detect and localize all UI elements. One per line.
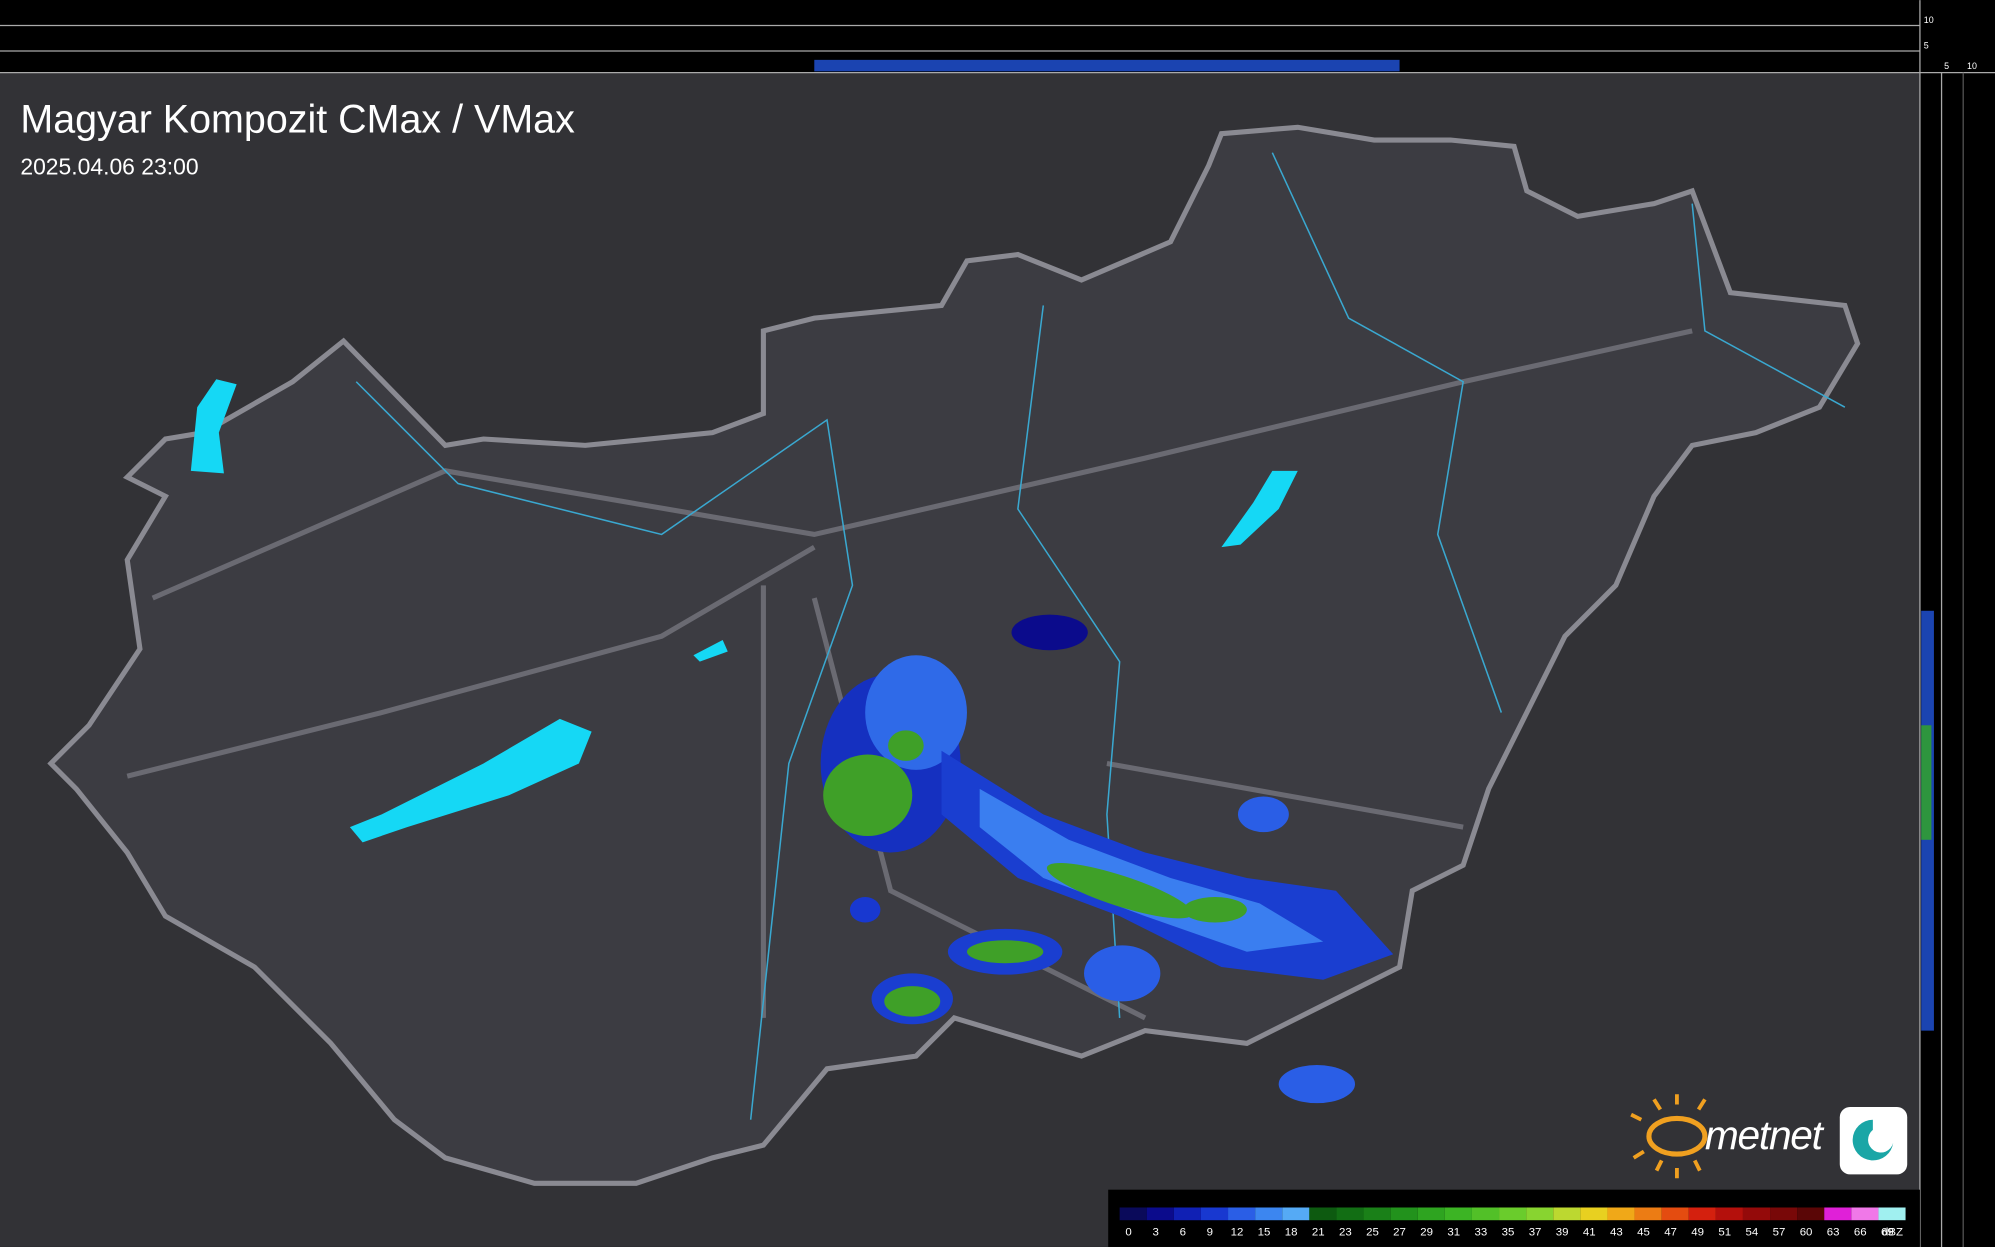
legend-swatch <box>1661 1207 1689 1221</box>
legend: 0 3 6 9 12 15 18 21 23 25 27 29 31 33 35 37 39 41 43 45 47 49… <box>1119 1207 1906 1238</box>
legend-swatch <box>1200 1207 1229 1221</box>
legend-swatch <box>1309 1207 1337 1221</box>
legend-label: 66 <box>1854 1226 1867 1238</box>
roads <box>126 328 1693 1021</box>
legend-swatch <box>1742 1207 1771 1221</box>
legend-swatch <box>1444 1207 1472 1221</box>
legend-swatch <box>1173 1207 1201 1221</box>
legend-label: 3 <box>1152 1226 1158 1238</box>
legend-label: 47 <box>1664 1226 1677 1238</box>
scale-label: 10 <box>1924 15 1934 25</box>
logo-text: metnet <box>1705 1112 1825 1158</box>
rivers <box>355 152 1846 1120</box>
echo <box>966 940 1044 964</box>
legend-swatch <box>1688 1207 1716 1221</box>
legend-label: 29 <box>1420 1226 1433 1238</box>
legend-label: 15 <box>1258 1226 1271 1238</box>
echo <box>888 730 924 761</box>
country-border <box>47 124 1861 1186</box>
legend-label: 6 <box>1180 1226 1186 1238</box>
legend-swatch <box>1119 1207 1147 1221</box>
legend-swatch <box>1851 1207 1879 1221</box>
lake <box>349 718 592 843</box>
legend-swatch <box>1878 1207 1906 1221</box>
timestamp: 2025.04.06 23:00 <box>20 153 198 179</box>
scale-label: 5 <box>1944 61 1949 71</box>
legend-label: 45 <box>1637 1226 1650 1238</box>
scale-label: 5 <box>1924 40 1929 50</box>
echo <box>1278 1064 1356 1104</box>
echo <box>1183 897 1247 923</box>
logo: metnet <box>1630 1094 1908 1179</box>
legend-label: 31 <box>1447 1226 1460 1238</box>
legend-label: 51 <box>1718 1226 1731 1238</box>
legend-label: 69 <box>1881 1226 1894 1238</box>
legend-label: 23 <box>1339 1226 1352 1238</box>
echo <box>823 754 913 836</box>
lake <box>1221 470 1298 548</box>
legend-label: 21 <box>1312 1226 1325 1238</box>
legend-swatch <box>1526 1207 1554 1221</box>
legend-swatch <box>1255 1207 1283 1221</box>
legend-label: 33 <box>1474 1226 1487 1238</box>
side-profile <box>1921 725 1932 840</box>
logo-rays <box>1630 1094 1707 1179</box>
legend-swatch <box>1607 1207 1635 1221</box>
legend-swatch <box>1282 1207 1310 1221</box>
side-profile <box>814 59 1400 72</box>
legend-swatch <box>1824 1207 1852 1221</box>
legend-swatch <box>1228 1207 1256 1221</box>
legend-swatch <box>1499 1207 1527 1221</box>
map-title: Magyar Kompozit CMax / VMax <box>20 97 575 141</box>
legend-label: 27 <box>1393 1226 1406 1238</box>
legend-swatch <box>1146 1207 1174 1221</box>
scale-label: 10 <box>1967 61 1977 71</box>
legend-label: 41 <box>1583 1226 1596 1238</box>
echo <box>849 897 881 923</box>
legend-label: 60 <box>1800 1226 1813 1238</box>
legend-swatch <box>1580 1207 1608 1221</box>
legend-label: 18 <box>1285 1226 1298 1238</box>
legend-swatch <box>1363 1207 1391 1221</box>
legend-label: 9 <box>1207 1226 1213 1238</box>
legend-label: 39 <box>1556 1226 1569 1238</box>
legend-swatch <box>1553 1207 1581 1221</box>
legend-swatch <box>1390 1207 1418 1221</box>
legend-label: 12 <box>1231 1226 1244 1238</box>
legend-swatch <box>1770 1207 1798 1221</box>
echo <box>1046 862 1193 919</box>
echo <box>884 986 941 1017</box>
logo-sun <box>1646 1115 1708 1157</box>
echo <box>1084 945 1161 1002</box>
legend-swatch <box>1797 1207 1825 1221</box>
logo-swirl <box>1852 1119 1894 1161</box>
legend-label: 63 <box>1827 1226 1840 1238</box>
echo <box>1237 796 1289 833</box>
legend-label: 35 <box>1502 1226 1515 1238</box>
legend-swatch <box>1715 1207 1743 1221</box>
lake <box>190 379 237 474</box>
legend-label: 57 <box>1773 1226 1786 1238</box>
legend-unit: dBZ <box>1882 1226 1903 1238</box>
precipitation <box>820 614 1394 1104</box>
echo <box>1011 614 1088 651</box>
lake <box>693 640 728 662</box>
legend-swatch <box>1471 1207 1500 1221</box>
legend-label: 43 <box>1610 1226 1623 1238</box>
legend-label: 0 <box>1125 1226 1131 1238</box>
legend-swatch <box>1417 1207 1445 1221</box>
legend-label: 54 <box>1745 1226 1758 1238</box>
legend-label: 49 <box>1691 1226 1704 1238</box>
legend-label: 25 <box>1366 1226 1379 1238</box>
legend-swatch <box>1634 1207 1662 1221</box>
logo-badge <box>1839 1106 1908 1175</box>
legend-swatch <box>1336 1207 1364 1221</box>
legend-label: 37 <box>1529 1226 1542 1238</box>
